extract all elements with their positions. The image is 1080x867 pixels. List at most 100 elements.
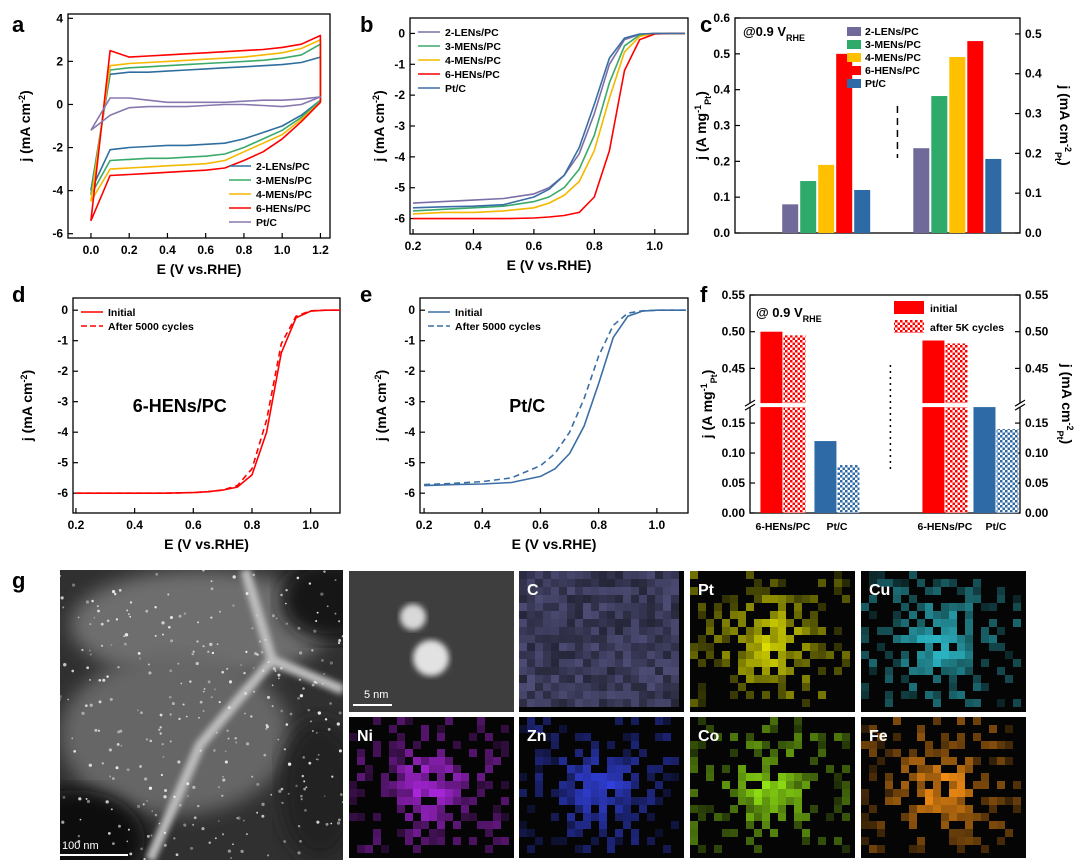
map-pixel	[647, 611, 655, 619]
map-pixel	[543, 757, 551, 765]
map-pixel	[762, 805, 770, 813]
map-pixel	[559, 667, 567, 675]
map-pixel	[453, 837, 461, 845]
map-pixel	[893, 579, 901, 587]
map-pixel	[591, 675, 599, 683]
map-pixel	[714, 659, 722, 667]
map-pixel	[786, 749, 794, 757]
speckle	[243, 671, 246, 675]
element-map: Zn	[519, 717, 684, 858]
image-region	[60, 655, 290, 815]
map-pixel	[957, 773, 965, 781]
element-map: Ni	[349, 717, 514, 858]
map-pixel	[583, 643, 591, 651]
map-pixel	[655, 651, 663, 659]
map-pixel	[663, 691, 671, 699]
map-pixel	[535, 683, 543, 691]
map-pixel	[746, 837, 754, 845]
map-pixel	[397, 805, 405, 813]
map-pixel	[786, 773, 794, 781]
map-pixel	[842, 845, 850, 853]
map-pixel	[551, 675, 559, 683]
map-pixel	[623, 587, 631, 595]
map-pixel	[762, 773, 770, 781]
map-pixel	[802, 829, 810, 837]
map-pixel	[631, 579, 639, 587]
speckle	[199, 700, 203, 704]
map-pixel	[631, 603, 639, 611]
map-pixel	[583, 619, 591, 627]
map-pixel	[631, 691, 639, 699]
legend-swatch	[847, 53, 861, 62]
map-pixel	[615, 813, 623, 821]
speckle	[126, 609, 129, 612]
map-pixel	[810, 757, 818, 765]
map-pixel	[551, 651, 559, 659]
y-tick-label: 0	[56, 97, 63, 111]
speckle	[116, 742, 120, 746]
map-pixel	[810, 619, 818, 627]
map-pixel	[519, 579, 527, 587]
map-pixel	[794, 627, 802, 635]
map-pixel	[989, 619, 997, 627]
map-pixel	[834, 805, 842, 813]
legend-label: after 5K cycles	[930, 322, 1004, 334]
speckle	[89, 703, 93, 707]
speckle	[326, 605, 329, 608]
speckle	[60, 695, 62, 699]
speckle	[190, 846, 194, 850]
map-pixel	[373, 837, 381, 845]
map-pixel	[469, 813, 477, 821]
map-pixel	[722, 619, 730, 627]
label-part: @0.9 V	[743, 24, 786, 39]
speckle	[129, 852, 133, 856]
map-pixel	[461, 805, 469, 813]
y-tick-label: 0.1	[713, 190, 730, 204]
speckle	[226, 729, 229, 733]
map-pixel	[834, 781, 842, 789]
map-pixel	[965, 829, 973, 837]
speckle	[300, 798, 303, 801]
map-pixel	[762, 789, 770, 797]
map-pixel	[647, 797, 655, 805]
map-pixel	[453, 797, 461, 805]
map-pixel	[567, 797, 575, 805]
map-pixel	[575, 733, 583, 741]
map-pixel	[527, 635, 535, 643]
map-pixel	[714, 603, 722, 611]
map-pixel	[973, 813, 981, 821]
map-label: Ni	[357, 728, 373, 745]
map-pixel	[559, 651, 567, 659]
map-pixel	[762, 595, 770, 603]
map-pixel	[917, 659, 925, 667]
map-pixel	[861, 603, 869, 611]
map-pixel	[357, 789, 365, 797]
map-pixel	[690, 821, 698, 829]
image-region	[280, 720, 343, 860]
map-pixel	[770, 797, 778, 805]
speckle	[100, 622, 104, 626]
panel-letter: c	[700, 12, 712, 37]
data-line	[75, 309, 340, 494]
map-pixel	[989, 643, 997, 651]
map-pixel	[477, 773, 485, 781]
map-pixel	[623, 667, 631, 675]
map-pixel	[575, 579, 583, 587]
y2-tick-label: 0.3	[1025, 107, 1042, 121]
map-pixel	[885, 699, 893, 707]
map-pixel	[623, 643, 631, 651]
speckle	[162, 633, 164, 636]
legend-label: 3-MENs/PC	[256, 175, 312, 187]
speckle	[245, 833, 248, 836]
speckle	[227, 706, 231, 710]
map-pixel	[722, 813, 730, 821]
map-pixel	[623, 699, 631, 707]
map-pixel	[551, 627, 559, 635]
map-pixel	[810, 733, 818, 741]
speckle	[251, 775, 254, 778]
map-pixel	[957, 781, 965, 789]
map-pixel	[349, 781, 357, 789]
map-pixel	[754, 789, 762, 797]
speckle	[221, 670, 225, 674]
map-pixel	[551, 683, 559, 691]
